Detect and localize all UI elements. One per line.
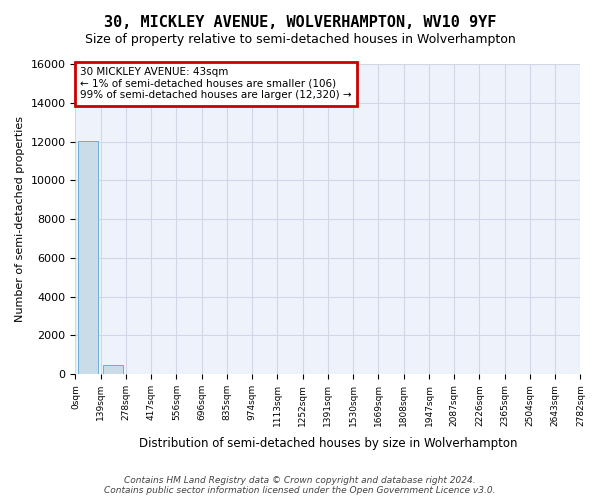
Text: Contains HM Land Registry data © Crown copyright and database right 2024.
Contai: Contains HM Land Registry data © Crown c… xyxy=(104,476,496,495)
Text: Size of property relative to semi-detached houses in Wolverhampton: Size of property relative to semi-detach… xyxy=(85,32,515,46)
Bar xyxy=(78,140,98,374)
Text: 30, MICKLEY AVENUE, WOLVERHAMPTON, WV10 9YF: 30, MICKLEY AVENUE, WOLVERHAMPTON, WV10 … xyxy=(104,15,496,30)
Bar xyxy=(103,366,124,374)
Text: 30 MICKLEY AVENUE: 43sqm
← 1% of semi-detached houses are smaller (106)
99% of s: 30 MICKLEY AVENUE: 43sqm ← 1% of semi-de… xyxy=(80,67,352,100)
X-axis label: Distribution of semi-detached houses by size in Wolverhampton: Distribution of semi-detached houses by … xyxy=(139,437,517,450)
Y-axis label: Number of semi-detached properties: Number of semi-detached properties xyxy=(15,116,25,322)
